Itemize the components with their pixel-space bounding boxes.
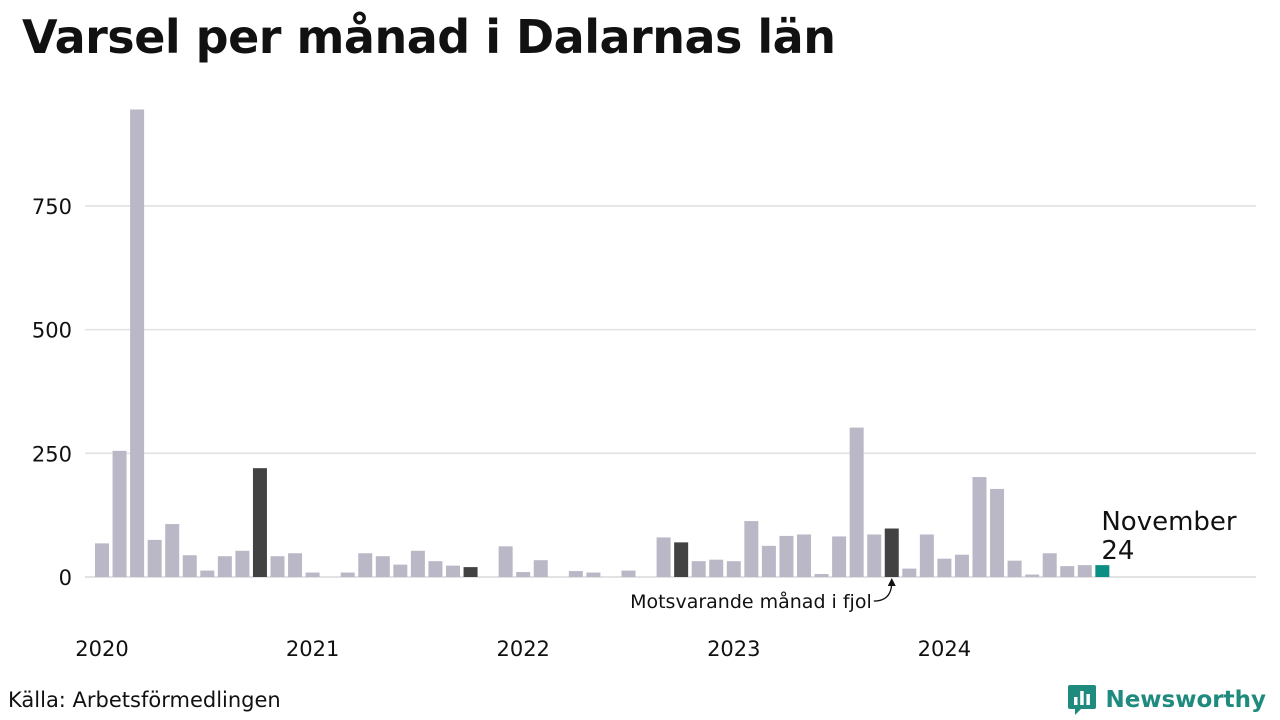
x-tick-label: 2022: [496, 637, 549, 661]
bars: [95, 109, 1110, 577]
brand-name: Newsworthy: [1105, 687, 1266, 713]
bar: [410, 550, 425, 577]
bar: [1077, 565, 1092, 577]
bar: [761, 545, 776, 577]
bar: [832, 536, 847, 577]
bar: [884, 528, 899, 577]
bar: [814, 574, 829, 577]
bar: [1025, 574, 1040, 577]
bar: [744, 521, 759, 577]
bar: [305, 572, 320, 577]
current-value-label: 24: [1101, 536, 1134, 566]
x-tick-label: 2020: [75, 637, 128, 661]
y-tick-label: 0: [59, 566, 72, 590]
bar: [165, 524, 180, 577]
x-axis-labels: 2020 2021 2022 2023 2024: [75, 637, 971, 661]
bar: [919, 534, 934, 577]
brand-logo[interactable]: Newsworthy: [1067, 683, 1266, 717]
bar: [990, 488, 1005, 577]
bar: [130, 109, 145, 577]
bar: [95, 543, 109, 577]
bar: [375, 556, 390, 577]
x-tick-label: 2024: [918, 637, 971, 661]
y-tick-label: 750: [32, 195, 72, 219]
bar: [779, 535, 794, 577]
bar: [797, 534, 811, 577]
source-text: Källa: Arbetsförmedlingen: [8, 688, 281, 712]
y-axis-labels: 0 250 500 750: [32, 195, 72, 590]
bar: [463, 567, 478, 577]
bar: [621, 570, 636, 577]
bar: [446, 565, 460, 577]
bar: [568, 571, 583, 577]
bar: [867, 534, 882, 577]
bar: [270, 556, 285, 577]
bar: [428, 561, 443, 577]
annotation-text: Motsvarande månad i fjol: [630, 590, 872, 613]
bar: [358, 553, 373, 577]
bar: [709, 559, 724, 577]
bar: [112, 450, 127, 577]
annotation-arrow: [873, 578, 896, 602]
bar: [937, 558, 952, 577]
bar: [516, 572, 531, 577]
bar: [691, 561, 706, 577]
bar: [200, 570, 215, 577]
bar: [954, 554, 969, 577]
y-tick-label: 250: [32, 442, 72, 466]
bar: [533, 560, 548, 577]
bar-chart: 0 250 500 750 2020 2021 2022 2023 2024 November…: [32, 109, 1256, 661]
bar: [288, 553, 303, 577]
current-month-label: November: [1101, 507, 1237, 537]
bar: [656, 537, 671, 577]
bar: [340, 572, 355, 577]
bar: [498, 546, 513, 577]
bar: [902, 568, 917, 577]
bar: [586, 572, 601, 577]
bar: [1060, 566, 1075, 577]
bar: [252, 468, 267, 577]
newsworthy-logo-icon: [1068, 685, 1097, 715]
x-tick-label: 2023: [707, 637, 760, 661]
bar: [849, 427, 864, 577]
bar: [972, 477, 987, 577]
bar: [235, 550, 250, 577]
bar: [1007, 560, 1022, 577]
y-tick-label: 500: [32, 319, 72, 343]
bar: [393, 564, 408, 577]
bar: [1042, 553, 1057, 577]
bar: [217, 556, 232, 577]
x-tick-label: 2021: [286, 637, 339, 661]
bar: [674, 542, 689, 577]
current-bar: [1095, 565, 1110, 577]
bar: [182, 555, 197, 577]
bar: [726, 561, 741, 577]
bar: [147, 539, 162, 577]
chart-title: Varsel per månad i Dalarnas län: [22, 10, 836, 64]
